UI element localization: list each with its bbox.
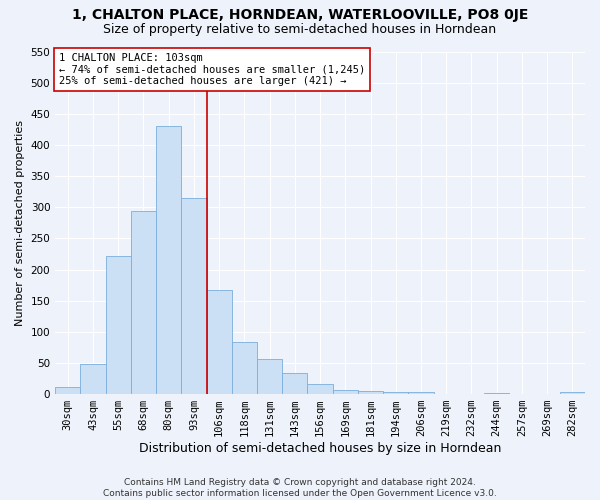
Bar bbox=[156, 126, 181, 394]
Text: 1 CHALTON PLACE: 103sqm
← 74% of semi-detached houses are smaller (1,245)
25% of: 1 CHALTON PLACE: 103sqm ← 74% of semi-de… bbox=[59, 52, 365, 86]
Bar bbox=[80, 364, 106, 394]
Text: 1, CHALTON PLACE, HORNDEAN, WATERLOOVILLE, PO8 0JE: 1, CHALTON PLACE, HORNDEAN, WATERLOOVILL… bbox=[72, 8, 528, 22]
Bar bbox=[131, 211, 156, 394]
Bar bbox=[106, 256, 131, 394]
Y-axis label: Number of semi-detached properties: Number of semi-detached properties bbox=[15, 120, 25, 326]
Bar bbox=[181, 198, 206, 394]
X-axis label: Distribution of semi-detached houses by size in Horndean: Distribution of semi-detached houses by … bbox=[139, 442, 501, 455]
Bar bbox=[560, 392, 585, 394]
Bar bbox=[257, 358, 282, 394]
Bar bbox=[232, 342, 257, 394]
Bar bbox=[332, 390, 358, 394]
Bar bbox=[55, 386, 80, 394]
Bar bbox=[282, 373, 307, 394]
Bar bbox=[307, 384, 332, 394]
Bar bbox=[383, 392, 409, 394]
Bar bbox=[409, 392, 434, 394]
Bar bbox=[206, 290, 232, 394]
Text: Contains HM Land Registry data © Crown copyright and database right 2024.
Contai: Contains HM Land Registry data © Crown c… bbox=[103, 478, 497, 498]
Bar bbox=[358, 391, 383, 394]
Text: Size of property relative to semi-detached houses in Horndean: Size of property relative to semi-detach… bbox=[103, 22, 497, 36]
